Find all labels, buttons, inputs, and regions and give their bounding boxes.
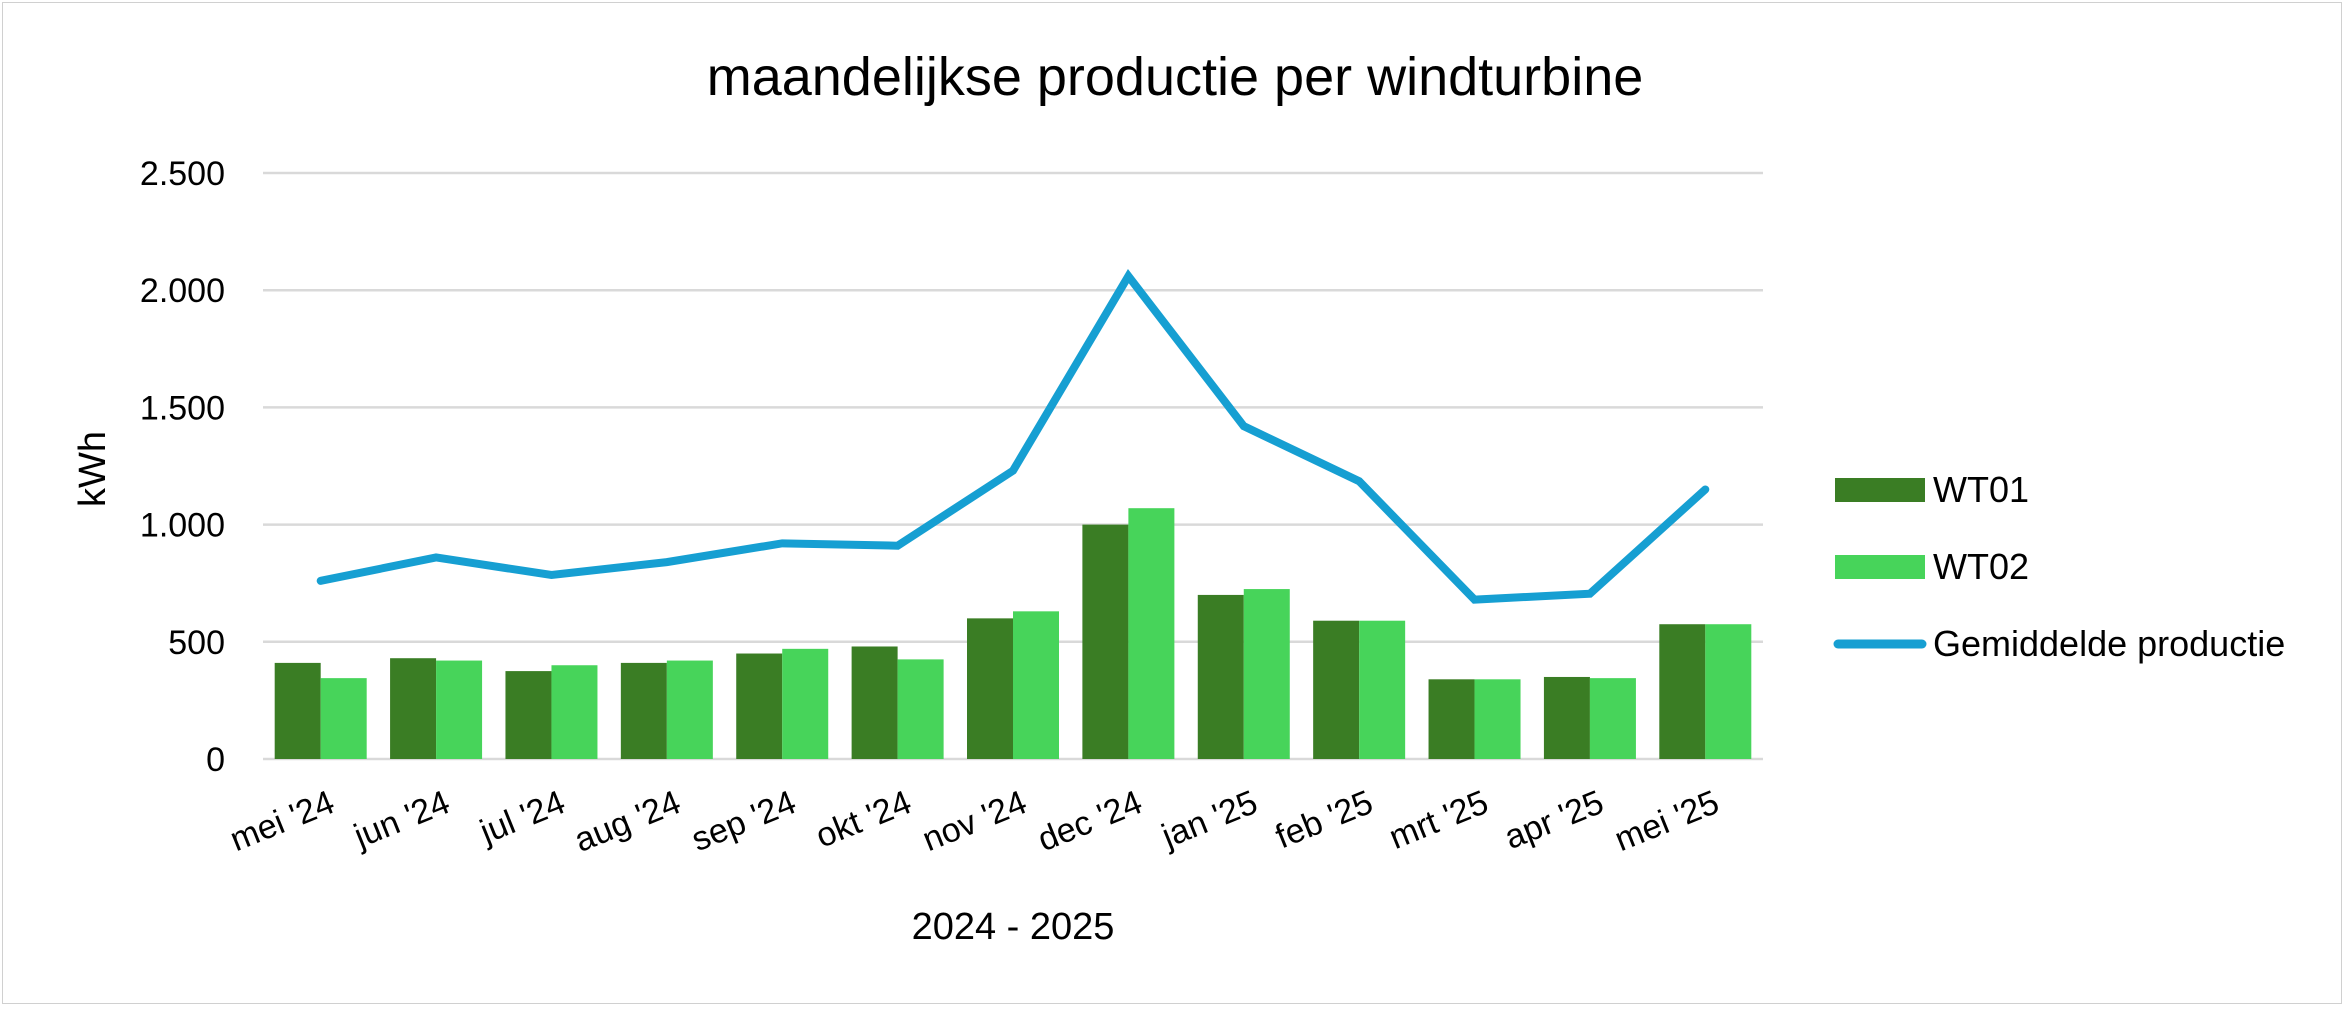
bar-wt01-1	[390, 658, 437, 759]
bar-wt02-6	[1013, 611, 1059, 759]
bar-wt01-9	[1313, 620, 1360, 759]
legend: WT01 WT02 Gemiddelde productie	[1833, 469, 2285, 664]
y-tick-label: 2.000	[140, 272, 225, 310]
x-tick-label: mei '25	[1609, 783, 1724, 859]
x-tick-label: mei '24	[225, 783, 340, 859]
bar-wt01-3	[620, 662, 667, 759]
x-tick-label: feb '25	[1270, 783, 1378, 856]
bar-wt02-0	[320, 678, 367, 759]
x-tick-label: mrt '25	[1384, 783, 1494, 857]
bar-wt02-3	[666, 660, 713, 759]
y-tick-label: 500	[168, 624, 225, 662]
x-tick-label: dec '24	[1032, 783, 1147, 859]
bar-wt02-4	[782, 648, 829, 759]
legend-label: WT02	[1933, 546, 2029, 587]
bar-wt01-6	[967, 618, 1013, 759]
y-axis-ticks: 0 500 1.000 1.500 2.000 2.500	[140, 155, 225, 779]
bar-wt01-7	[1082, 524, 1129, 759]
legend-swatch-wt01	[1835, 478, 1925, 502]
bar-line-chart: maandelijkse productie per windturbine 0…	[72, 47, 2285, 948]
average-production-line	[316, 269, 1710, 604]
bar-wt02-5	[897, 659, 944, 759]
legend-swatch-wt02	[1835, 555, 1925, 579]
average-line	[316, 269, 1710, 604]
bar-wt02-9	[1359, 620, 1406, 759]
legend-label: Gemiddelde productie	[1933, 623, 2285, 664]
bar-wt01-5	[851, 646, 898, 759]
bar-wt02-8	[1243, 589, 1290, 759]
bar-wt01-12	[1659, 624, 1706, 759]
x-tick-label: sep '24	[686, 783, 801, 859]
chart-title: maandelijkse productie per windturbine	[707, 47, 1644, 107]
bar-wt02-11	[1589, 678, 1636, 759]
bar-wt01-10	[1428, 679, 1475, 759]
bars	[274, 508, 1752, 759]
y-tick-label: 2.500	[140, 155, 225, 193]
bar-wt02-2	[551, 665, 598, 759]
x-tick-label: aug '24	[569, 783, 686, 860]
y-axis-label: kWh	[72, 431, 114, 507]
x-tick-label: jan '25	[1156, 783, 1263, 856]
y-tick-label: 1.500	[140, 389, 225, 427]
x-tick-label: apr '25	[1499, 783, 1609, 857]
bar-wt02-1	[436, 660, 483, 759]
bar-wt01-2	[505, 671, 552, 759]
bar-wt02-12	[1705, 624, 1752, 759]
bar-wt02-10	[1474, 679, 1521, 759]
bar-wt01-11	[1543, 676, 1590, 759]
bar-wt01-0	[274, 662, 321, 759]
x-tick-label: okt '24	[810, 783, 916, 855]
x-axis-label: 2024 - 2025	[912, 906, 1115, 948]
bar-wt01-8	[1197, 594, 1244, 759]
legend-label: WT01	[1933, 469, 2029, 510]
y-tick-label: 0	[206, 741, 225, 779]
y-tick-label: 1.000	[140, 507, 225, 545]
x-tick-label: jul '24	[474, 783, 571, 851]
bar-wt02-7	[1128, 508, 1175, 759]
x-tick-label: nov '24	[917, 783, 1032, 859]
x-tick-label: jun '24	[348, 783, 455, 856]
bar-wt01-4	[736, 653, 783, 759]
